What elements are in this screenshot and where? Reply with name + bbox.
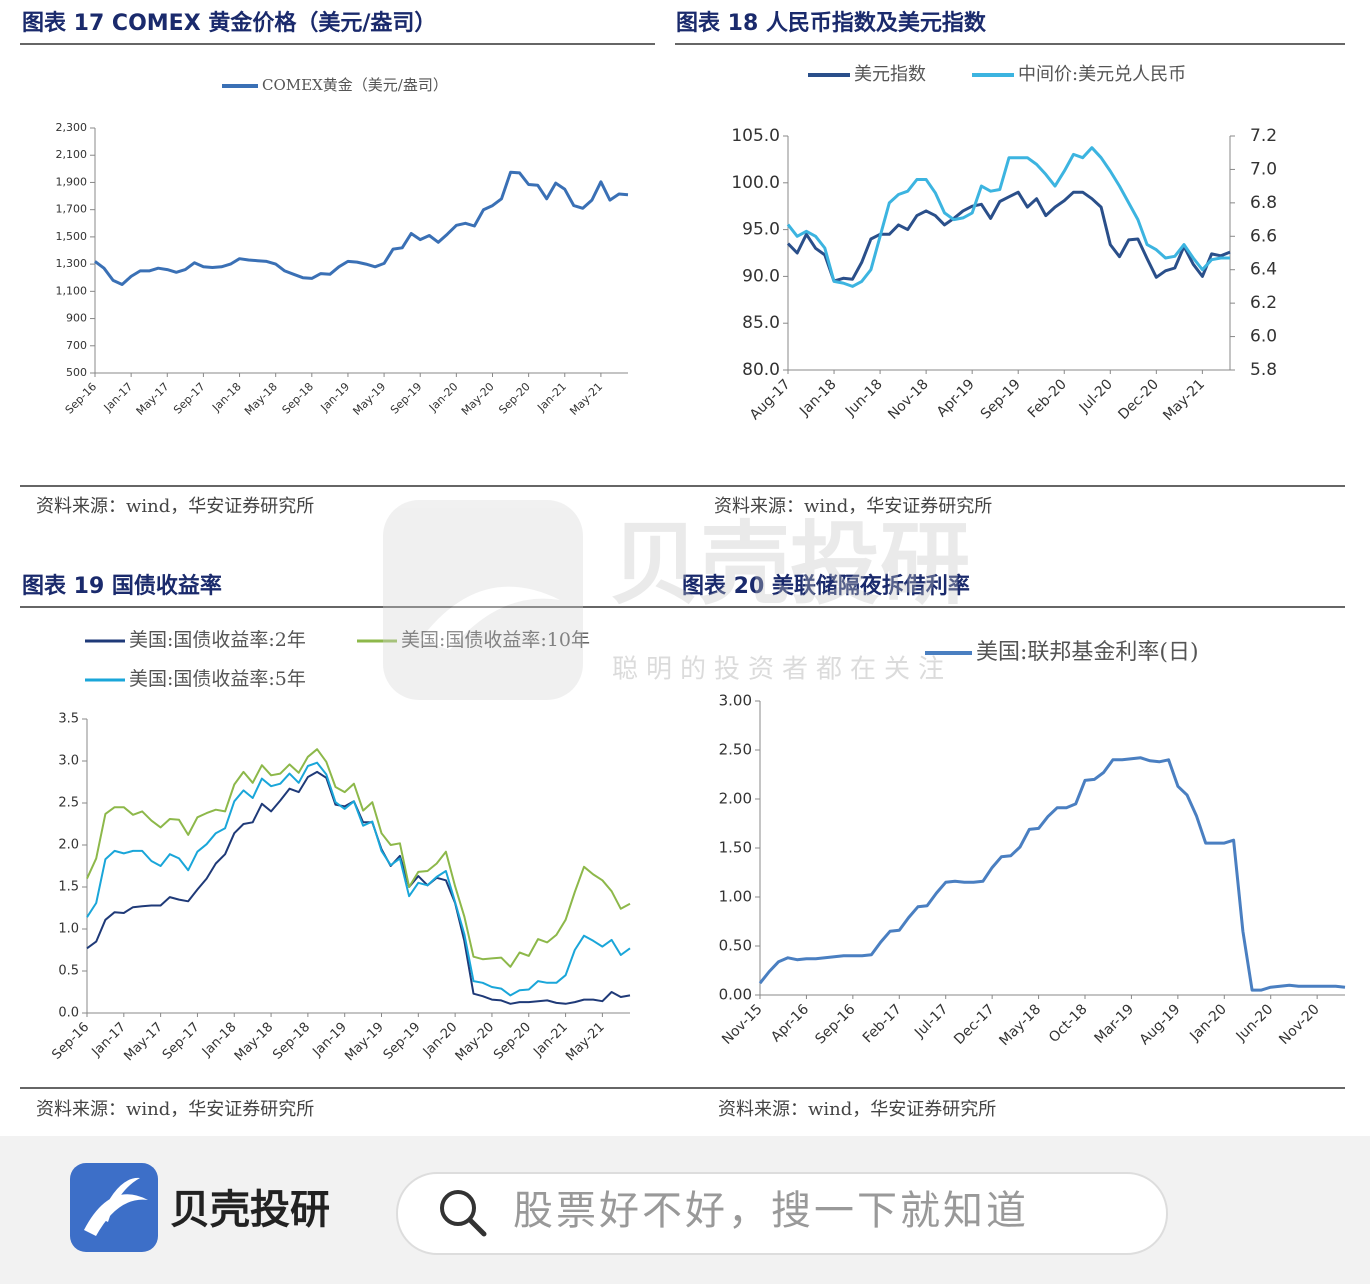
y-tick-label: 500 bbox=[66, 366, 87, 379]
y2-tick-label: 6.2 bbox=[1250, 293, 1277, 313]
y2-tick-label: 7.2 bbox=[1250, 126, 1277, 146]
series-line bbox=[758, 756, 1346, 992]
watermark-brand: 贝壳投研 bbox=[610, 512, 970, 617]
y-tick-label: 0.5 bbox=[58, 964, 79, 979]
watermark: 贝壳投研 聪明的投资者都在关注 bbox=[383, 500, 970, 700]
y-tick-label: 85.0 bbox=[742, 313, 780, 333]
series-line bbox=[786, 146, 1230, 288]
chart-title: 图表 17 COMEX 黄金价格（美元/盎司） bbox=[22, 10, 436, 36]
legend-label: 美国:联邦基金利率(日) bbox=[976, 640, 1199, 665]
watermark-slogan: 聪明的投资者都在关注 bbox=[612, 655, 952, 685]
series-line bbox=[86, 761, 631, 997]
y-tick-label: 2.5 bbox=[58, 796, 79, 811]
y-tick-label: 2.50 bbox=[719, 741, 752, 759]
legend-label: 美国:国债收益率:2年 bbox=[129, 629, 306, 651]
y-tick-label: 3.00 bbox=[719, 692, 752, 710]
y-tick-label: 105.0 bbox=[731, 126, 780, 146]
y-tick-label: 900 bbox=[66, 312, 87, 325]
source-note: 资料来源：wind，华安证券研究所 bbox=[718, 1099, 996, 1120]
y-tick-label: 100.0 bbox=[731, 173, 780, 193]
chart-title: 图表 18 人民币指数及美元指数 bbox=[676, 10, 987, 36]
y-tick-label: 1.5 bbox=[58, 880, 79, 895]
y-tick-label: 0.0 bbox=[58, 1006, 79, 1021]
y2-tick-label: 7.0 bbox=[1250, 159, 1277, 179]
y-tick-label: 1,700 bbox=[56, 203, 88, 216]
y2-tick-label: 6.6 bbox=[1250, 226, 1277, 246]
legend-label: 中间价:美元兑人民币 bbox=[1018, 64, 1186, 85]
legend-label: 美国:国债收益率:10年 bbox=[401, 629, 590, 651]
y-tick-label: 700 bbox=[66, 339, 87, 352]
app-brand: 贝壳投研 bbox=[170, 1187, 330, 1233]
y-tick-label: 95.0 bbox=[742, 220, 780, 240]
y2-tick-label: 5.8 bbox=[1250, 360, 1277, 380]
y-tick-label: 1,500 bbox=[56, 230, 88, 243]
source-note: 资料来源：wind，华安证券研究所 bbox=[714, 496, 992, 517]
y-tick-label: 0.00 bbox=[719, 986, 752, 1004]
y-tick-label: 1,900 bbox=[56, 175, 88, 188]
y-tick-label: 1.0 bbox=[58, 922, 79, 937]
search-placeholder: 股票好不好，搜一下就知道 bbox=[513, 1188, 1029, 1234]
search-icon bbox=[440, 1190, 476, 1226]
y-tick-label: 2.00 bbox=[719, 790, 752, 808]
y-tick-label: 1,100 bbox=[56, 284, 88, 297]
y2-tick-label: 6.0 bbox=[1250, 327, 1277, 347]
y-tick-label: 2,100 bbox=[56, 148, 88, 161]
series-line bbox=[94, 170, 629, 286]
y2-tick-label: 6.4 bbox=[1250, 260, 1277, 280]
y-tick-label: 3.0 bbox=[58, 754, 79, 769]
y-tick-label: 1,300 bbox=[56, 257, 88, 270]
series-line bbox=[86, 748, 631, 968]
y-tick-label: 80.0 bbox=[742, 360, 780, 380]
search-icon bbox=[467, 1217, 487, 1237]
legend-label: 美元指数 bbox=[854, 64, 926, 85]
app-logo-shape bbox=[84, 1177, 148, 1236]
source-note: 资料来源：wind，华安证券研究所 bbox=[36, 1099, 314, 1120]
chart-title: 图表 20 美联储隔夜拆借利率 bbox=[682, 573, 970, 599]
y-tick-label: 1.50 bbox=[719, 839, 752, 857]
source-note: 资料来源：wind，华安证券研究所 bbox=[36, 496, 314, 517]
y-tick-label: 2.0 bbox=[58, 838, 79, 853]
watermark-logo-shape bbox=[420, 586, 560, 650]
legend-label: 美国:国债收益率:5年 bbox=[129, 668, 306, 690]
y-tick-label: 1.00 bbox=[719, 888, 752, 906]
search-box[interactable] bbox=[396, 1172, 1168, 1255]
y-tick-label: 3.5 bbox=[58, 712, 79, 727]
y-tick-label: 0.50 bbox=[719, 937, 752, 955]
chart-title: 图表 19 国债收益率 bbox=[22, 573, 222, 599]
y2-tick-label: 6.8 bbox=[1250, 193, 1277, 213]
y-tick-label: 2,300 bbox=[56, 121, 88, 134]
y-tick-label: 90.0 bbox=[742, 266, 780, 286]
legend-label: COMEX黄金（美元/盎司） bbox=[262, 76, 448, 94]
watermark-logo bbox=[383, 500, 583, 700]
series-line bbox=[786, 190, 1231, 283]
